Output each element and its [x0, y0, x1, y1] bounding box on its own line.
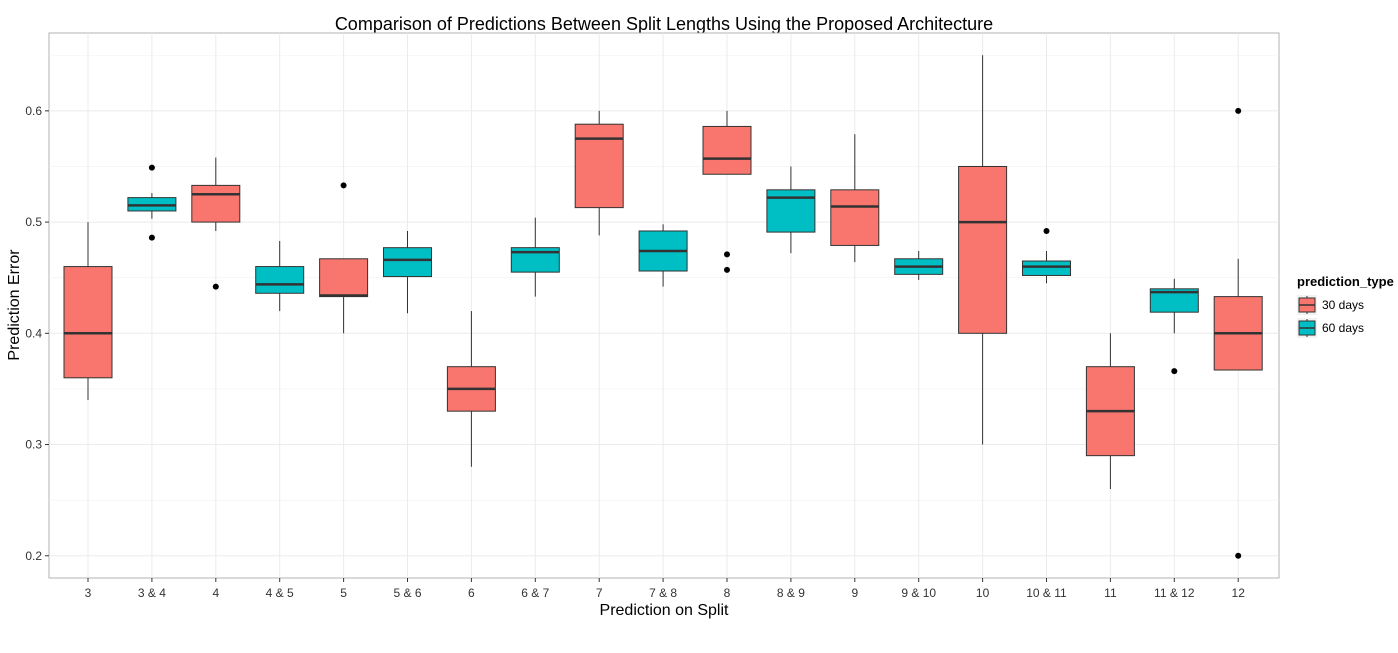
x-tick-label: 6 [468, 586, 475, 600]
box-group [1085, 333, 1135, 490]
box-iqr [1149, 288, 1199, 313]
x-tick-label: 7 [596, 586, 603, 600]
box-group [510, 217, 560, 297]
x-tick-label: 9 & 10 [901, 586, 936, 600]
outlier-point [1171, 368, 1178, 375]
y-tick-label: 0.6 [25, 104, 42, 118]
box-iqr [319, 258, 369, 298]
box-iqr [574, 123, 624, 209]
x-tick-label: 10 & 11 [1026, 586, 1067, 600]
x-tick-label: 11 & 12 [1154, 586, 1195, 600]
y-axis-title: Prediction Error [6, 249, 23, 361]
x-tick-label: 11 [1104, 586, 1117, 600]
outlier-point [212, 283, 219, 290]
x-tick-label: 3 [85, 586, 92, 600]
outlier-point [724, 266, 730, 273]
box-iqr [255, 266, 305, 294]
box-group [191, 157, 241, 290]
legend-label: 30 days [1322, 298, 1364, 312]
x-axis-title: Prediction on Split [600, 602, 730, 619]
box-group [958, 55, 1008, 445]
outlier-point [148, 164, 155, 171]
box-group [638, 224, 688, 287]
y-tick-label: 0.4 [25, 326, 42, 340]
box-iqr [766, 189, 816, 233]
box-iqr [702, 125, 752, 175]
box-group [894, 251, 944, 280]
box-group [766, 166, 816, 254]
x-tick-label: 8 & 9 [777, 586, 805, 600]
x-tick-label: 10 [976, 586, 990, 600]
outlier-point [1235, 552, 1242, 559]
box-group [1213, 107, 1263, 559]
box-group [702, 110, 752, 273]
box-group [127, 164, 177, 241]
x-tick-label: 12 [1232, 586, 1246, 600]
box-group [63, 222, 113, 401]
x-tick-label: 4 & 5 [266, 586, 294, 600]
x-tick-label: 8 [724, 586, 731, 600]
x-tick-label: 9 [851, 586, 858, 600]
legend: prediction_type 30 days 60 days [1297, 274, 1394, 338]
x-tick-label: 3 & 4 [138, 586, 166, 600]
x-tick-label: 5 & 6 [393, 586, 421, 600]
box-group [574, 110, 624, 236]
axes-layer: 0.2 0.3 0.4 0.5 0.6 3 3 & 4 4 4 & 5 5 5 & 6 6 6 & 7 7… [25, 104, 1245, 600]
plot-panel [48, 32, 1280, 579]
y-tick-label: 0.2 [25, 549, 42, 563]
box-group [830, 134, 880, 263]
y-tick-label: 0.3 [25, 438, 42, 452]
box-iqr [191, 184, 241, 223]
x-tick-label: 4 [212, 586, 219, 600]
box-iqr [63, 266, 113, 379]
legend-item: 60 days [1297, 318, 1364, 338]
legend-items: 30 days 60 days [1297, 295, 1364, 338]
legend-item: 30 days [1297, 295, 1364, 315]
box-iqr [383, 247, 432, 278]
chart-title: Comparison of Predictions Between Split … [335, 14, 993, 34]
x-tick-label: 7 & 8 [649, 586, 677, 600]
x-tick-label: 5 [340, 586, 347, 600]
outlier-point [1043, 227, 1050, 234]
box-group [319, 182, 369, 334]
outlier-point [340, 182, 347, 189]
outlier-point [1235, 107, 1242, 114]
box-group [1022, 227, 1071, 284]
outlier-point [148, 234, 155, 241]
box-iqr [830, 189, 880, 246]
y-tick-label: 0.5 [25, 215, 42, 229]
box-iqr [958, 165, 1008, 334]
outlier-point [724, 251, 730, 258]
boxes-layer [63, 55, 1263, 559]
legend-title: prediction_type [1297, 274, 1394, 289]
box-group [446, 311, 496, 467]
x-tick-label: 6 & 7 [521, 586, 549, 600]
box-group [383, 230, 432, 314]
legend-label: 60 days [1322, 321, 1364, 335]
box-group [1149, 278, 1199, 375]
box-group [255, 240, 305, 312]
box-iqr [1022, 260, 1071, 276]
